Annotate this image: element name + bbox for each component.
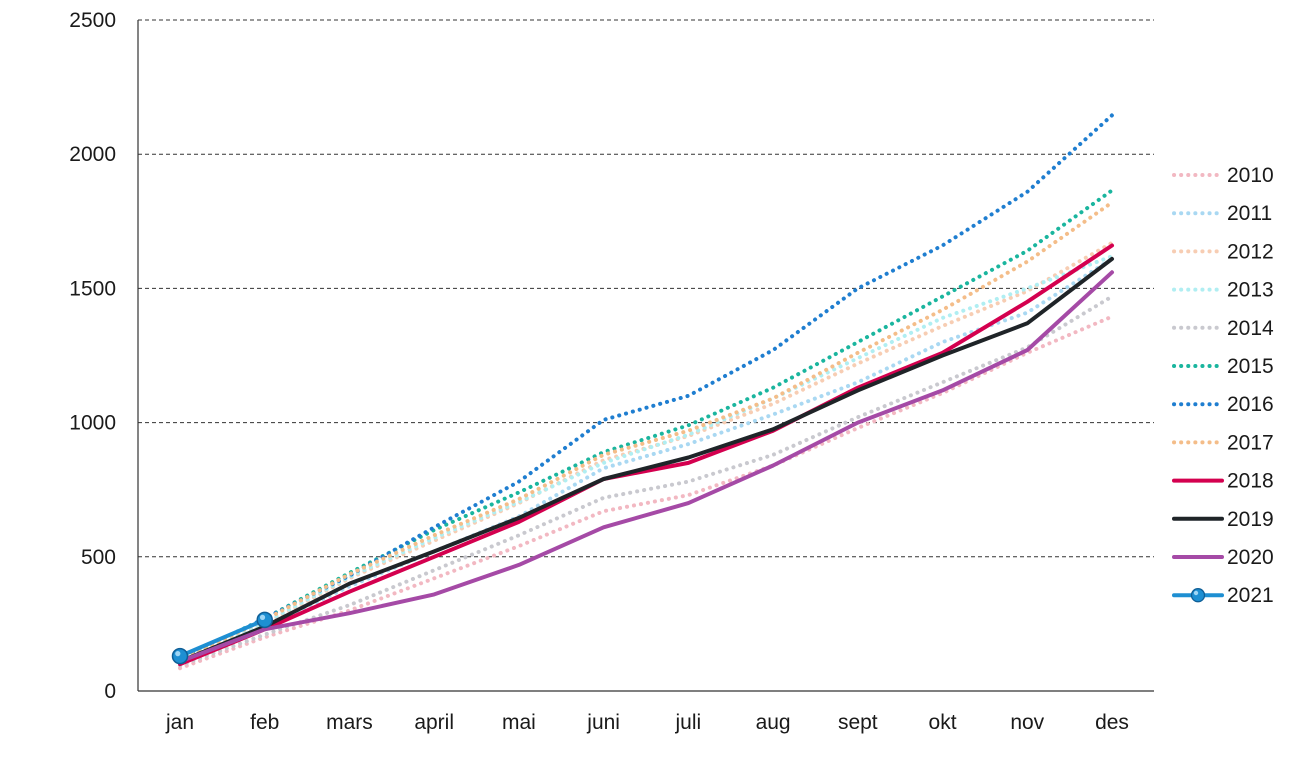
legend-label: 2017: [1227, 431, 1274, 454]
legend-item-2010: 2010: [1172, 164, 1274, 187]
series-point-highlight: [175, 651, 181, 657]
series-line-2019: [178, 256, 1114, 664]
series-line-2014: [178, 294, 1114, 668]
x-axis-ticks: jan feb mars april mai juni juli aug sept okt nov d…: [165, 711, 1129, 734]
series-point-highlight: [259, 614, 266, 620]
legend-label: 2013: [1227, 279, 1274, 302]
legend-item-2011: 2011: [1172, 202, 1272, 225]
legend-label: 2020: [1227, 546, 1274, 569]
x-tick-label: aug: [756, 711, 791, 734]
legend-item-2013: 2013: [1172, 279, 1274, 302]
legend-item-2012: 2012: [1172, 240, 1274, 263]
series-line-2012: [178, 240, 1114, 665]
legend-item-2019: 2019: [1172, 508, 1274, 531]
series-point-2021: [256, 611, 273, 629]
legend-label: 2011: [1227, 202, 1272, 225]
x-tick-label: mars: [326, 711, 373, 734]
y-tick-label: 2000: [69, 143, 116, 166]
legend-label: 2019: [1227, 508, 1274, 531]
legend-label: 2018: [1227, 470, 1274, 493]
legend-label: 2015: [1227, 355, 1274, 378]
x-tick-label: feb: [250, 711, 279, 734]
legend-item-2017: 2017: [1172, 431, 1274, 454]
legend-item-2016: 2016: [1172, 393, 1274, 416]
y-tick-label: 1000: [69, 412, 116, 435]
legend-label: 2010: [1227, 164, 1274, 187]
y-tick-label: 1500: [69, 277, 116, 300]
series-line-2016: [178, 113, 1114, 663]
series-line-2018: [178, 243, 1114, 667]
legend-item-2014: 2014: [1172, 317, 1274, 340]
legend-label: 2016: [1227, 393, 1274, 416]
series-line-2017: [178, 200, 1114, 663]
x-tick-label: okt: [929, 711, 957, 734]
y-tick-label: 2500: [69, 9, 116, 32]
legend-marker-highlight: [1193, 590, 1199, 596]
legend-item-2015: 2015: [1172, 355, 1274, 378]
axes: [137, 20, 1154, 692]
series-line-2021: [178, 617, 267, 659]
legend-item-2021: 2021: [1172, 584, 1274, 607]
x-tick-label: juni: [586, 711, 620, 734]
legend-label: 2021: [1227, 584, 1274, 607]
series-lines: [171, 113, 1114, 671]
series-line-2013: [178, 254, 1114, 664]
y-axis-ticks: 0 500 1000 1500 2000 2500: [69, 9, 116, 703]
x-tick-label: jan: [165, 711, 194, 734]
series-point-2021: [171, 647, 189, 665]
legend-label: 2014: [1227, 317, 1274, 340]
x-tick-label: des: [1095, 711, 1129, 734]
legend-item-2018: 2018: [1172, 470, 1274, 493]
legend-marker: [1190, 588, 1206, 603]
legend: 2010 2011 2012 2013 2014 2015 2016 2017 2018 2019…: [1172, 164, 1274, 607]
x-tick-label: sept: [838, 711, 878, 734]
y-tick-label: 0: [104, 680, 116, 703]
series-line-2020: [178, 270, 1114, 664]
gridlines: [138, 19, 1154, 558]
x-tick-label: juli: [675, 711, 702, 734]
series-line-2011: [178, 256, 1114, 664]
legend-label: 2012: [1227, 240, 1274, 263]
y-tick-label: 500: [81, 546, 116, 569]
x-tick-label: mai: [502, 711, 536, 734]
legend-item-2020: 2020: [1172, 546, 1274, 569]
x-tick-label: nov: [1010, 711, 1044, 734]
x-tick-label: april: [414, 711, 454, 734]
